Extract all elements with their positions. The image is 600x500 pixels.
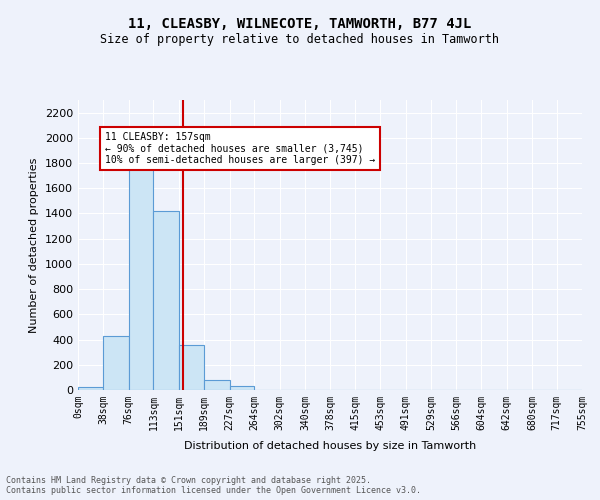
Text: Contains HM Land Registry data © Crown copyright and database right 2025.
Contai: Contains HM Land Registry data © Crown c… (6, 476, 421, 495)
Text: 11, CLEASBY, WILNECOTE, TAMWORTH, B77 4JL: 11, CLEASBY, WILNECOTE, TAMWORTH, B77 4J… (128, 18, 472, 32)
Y-axis label: Number of detached properties: Number of detached properties (29, 158, 40, 332)
Bar (103, 336, 129, 390)
Bar (204, 380, 230, 390)
Bar (179, 344, 204, 390)
Text: 11 CLEASBY: 157sqm
← 90% of detached houses are smaller (3,745)
10% of semi-deta: 11 CLEASBY: 157sqm ← 90% of detached hou… (105, 132, 375, 164)
Bar (230, 386, 254, 390)
Bar (78, 388, 103, 390)
Bar (129, 160, 154, 390)
Text: Size of property relative to detached houses in Tamworth: Size of property relative to detached ho… (101, 32, 499, 46)
Bar (154, 211, 179, 390)
X-axis label: Distribution of detached houses by size in Tamworth: Distribution of detached houses by size … (184, 441, 476, 451)
